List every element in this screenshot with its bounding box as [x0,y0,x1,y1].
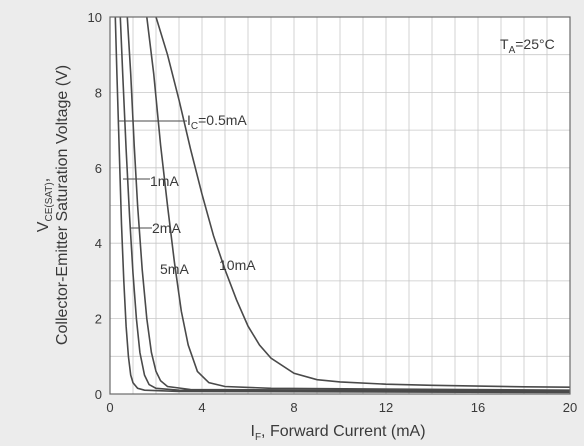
annotations: IC=0.5mA 1mA 2mA 5mA 10mA [119,112,256,277]
series-label-5mA: 5mA [160,261,189,277]
series-line-10mA [155,17,570,388]
y-tick-label: 0 [95,387,102,402]
tick-labels: 0 4 8 12 16 20 0 2 4 6 8 10 [88,10,578,415]
y-tick-label: 6 [95,161,102,176]
series-line-0.5mA [114,17,570,394]
y-tick-label: 2 [95,312,102,327]
condition-annotation: TA=25°C [500,36,555,56]
series-line-2mA [126,17,570,392]
y-axis-title-line2: Collector-Emitter Saturation Voltage (V) [54,65,71,345]
y-axis-title-line1: VCE(SAT), [35,178,55,232]
x-tick-label: 0 [106,400,113,415]
x-tick-label: 16 [471,400,485,415]
series-label-0.5mA: IC=0.5mA [187,112,247,132]
series-label-2mA: 2mA [152,220,181,236]
series-line-1mA [119,17,570,393]
plot-frame [109,16,571,395]
series-line-5mA [146,17,570,391]
condition-label: TA=25°C [500,36,555,56]
series-label-1mA: 1mA [150,173,179,189]
y-tick-label: 8 [95,85,102,100]
x-tick-label: 20 [563,400,577,415]
series-group [114,17,570,394]
grid-lines [110,17,570,394]
y-tick-label: 4 [95,236,102,251]
x-axis-title: IF, Forward Current (mA) [250,423,425,441]
y-tick-label: 10 [88,10,102,25]
x-tick-label: 12 [379,400,393,415]
x-tick-label: 4 [198,400,205,415]
series-label-10mA: 10mA [219,257,256,273]
x-tick-label: 8 [290,400,297,415]
